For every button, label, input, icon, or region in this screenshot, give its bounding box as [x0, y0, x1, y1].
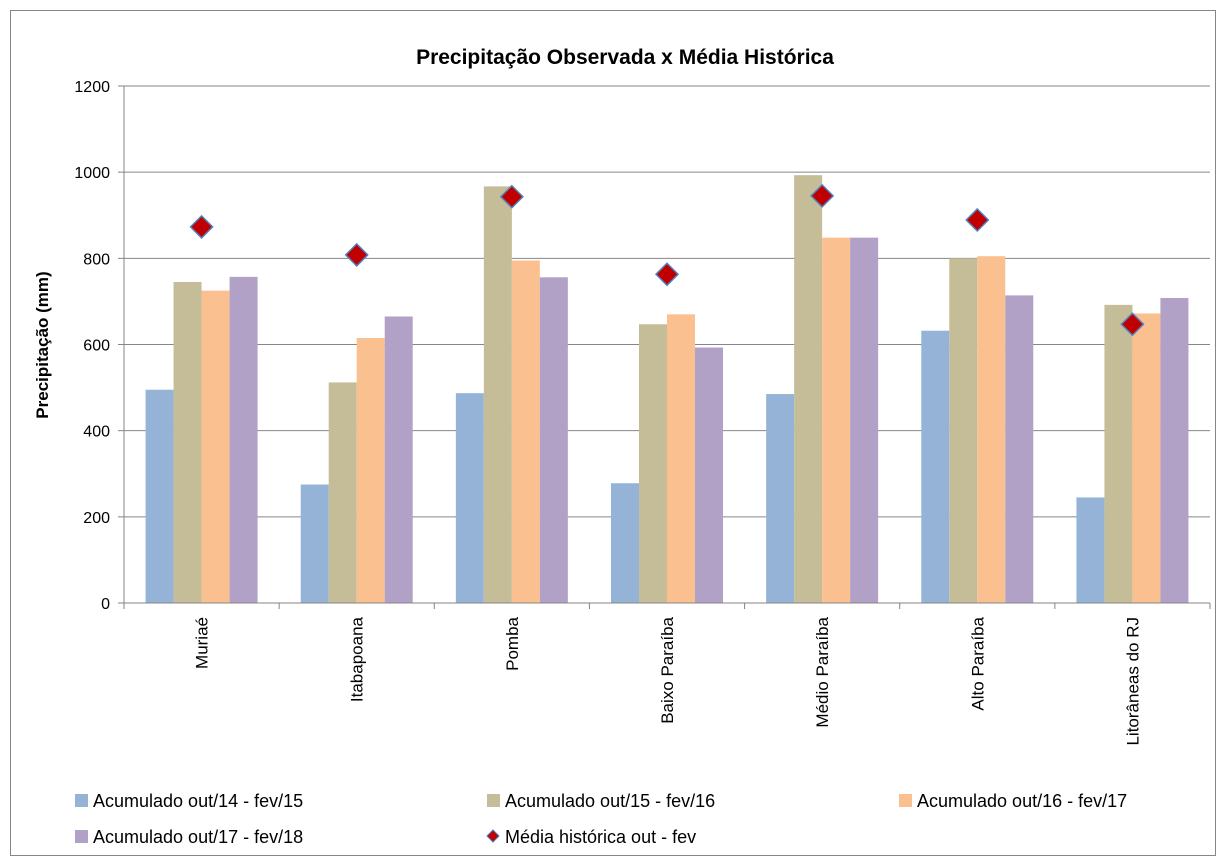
bar — [356, 338, 385, 603]
x-category-label: Médio Paraíba — [813, 616, 832, 727]
marker-point — [654, 262, 680, 287]
y-tick-label: 400 — [83, 424, 110, 441]
bar — [1005, 295, 1034, 603]
tick-labels: 0 200 400 600 800 1000 1200 — [74, 79, 110, 613]
x-category-label: Alto Paraíba — [968, 616, 987, 710]
legend-entry-label: Acumulado out/16 - fev/17 — [917, 791, 1127, 811]
bar — [483, 186, 512, 604]
x-category-label: Baixo Paraíba — [658, 616, 677, 723]
bar — [949, 258, 978, 603]
marker-point — [344, 242, 369, 267]
bar — [384, 316, 413, 603]
bar — [822, 237, 851, 604]
chart-title: Precipitação Observada x Média Histórica — [416, 46, 834, 69]
bar — [229, 276, 258, 603]
legend-entry-label: Acumulado out/17 - fev/18 — [93, 827, 303, 847]
x-category-label: Itabapoana — [348, 616, 367, 702]
legend-entry-label: Acumulado out/15 - fev/16 — [505, 791, 715, 811]
bar — [455, 393, 484, 603]
bar — [300, 484, 329, 603]
marker-point — [499, 184, 524, 209]
bar — [173, 282, 202, 603]
bar — [511, 260, 540, 603]
x-category-label: Muriaé — [193, 617, 212, 669]
legend-entry-label: Média histórica out - fev — [505, 827, 696, 847]
x-category-label: Pomba — [503, 616, 522, 670]
y-tick-label: 200 — [83, 510, 110, 527]
legend: Acumulado out/14 - fev/15 Acumulado out/1… — [75, 791, 1127, 847]
bar — [328, 382, 357, 603]
markers — [189, 183, 1145, 337]
axes — [118, 85, 1211, 609]
bar — [850, 237, 879, 604]
legend-swatch — [486, 829, 500, 843]
y-tick-label: 1200 — [74, 79, 110, 96]
bar — [201, 290, 230, 603]
bar — [667, 314, 695, 603]
y-tick-label: 0 — [101, 596, 110, 613]
legend-swatch — [75, 830, 88, 843]
marker-point — [810, 183, 835, 208]
y-tick-label: 1000 — [74, 165, 110, 182]
bar — [977, 256, 1006, 603]
marker-point — [965, 207, 990, 233]
legend-swatch — [75, 794, 88, 807]
bar — [1160, 297, 1189, 603]
bar — [1076, 497, 1105, 603]
bar — [794, 175, 823, 603]
category-labels: Muriaé Itabapoana Pomba Baixo Paraíba Médio … — [193, 616, 1143, 745]
y-tick-label: 600 — [83, 338, 110, 355]
bar — [1104, 304, 1133, 603]
bar — [639, 324, 667, 603]
legend-swatch — [899, 794, 912, 807]
bar — [695, 347, 723, 603]
marker-point — [189, 214, 214, 239]
legend-entry-label: Acumulado out/14 - fev/15 — [93, 791, 303, 811]
bar — [766, 394, 795, 603]
legend-swatch — [487, 794, 500, 807]
bar — [145, 389, 174, 603]
bars — [145, 175, 1189, 604]
marker-point — [1120, 312, 1145, 337]
y-axis-label: Precipitação (mm) — [33, 271, 52, 418]
x-category-label: Litorâneas do RJ — [1123, 617, 1142, 746]
bar — [921, 330, 950, 603]
bar — [1132, 313, 1161, 603]
bar — [539, 277, 568, 603]
y-tick-label: 800 — [83, 251, 110, 268]
bar — [611, 483, 639, 603]
